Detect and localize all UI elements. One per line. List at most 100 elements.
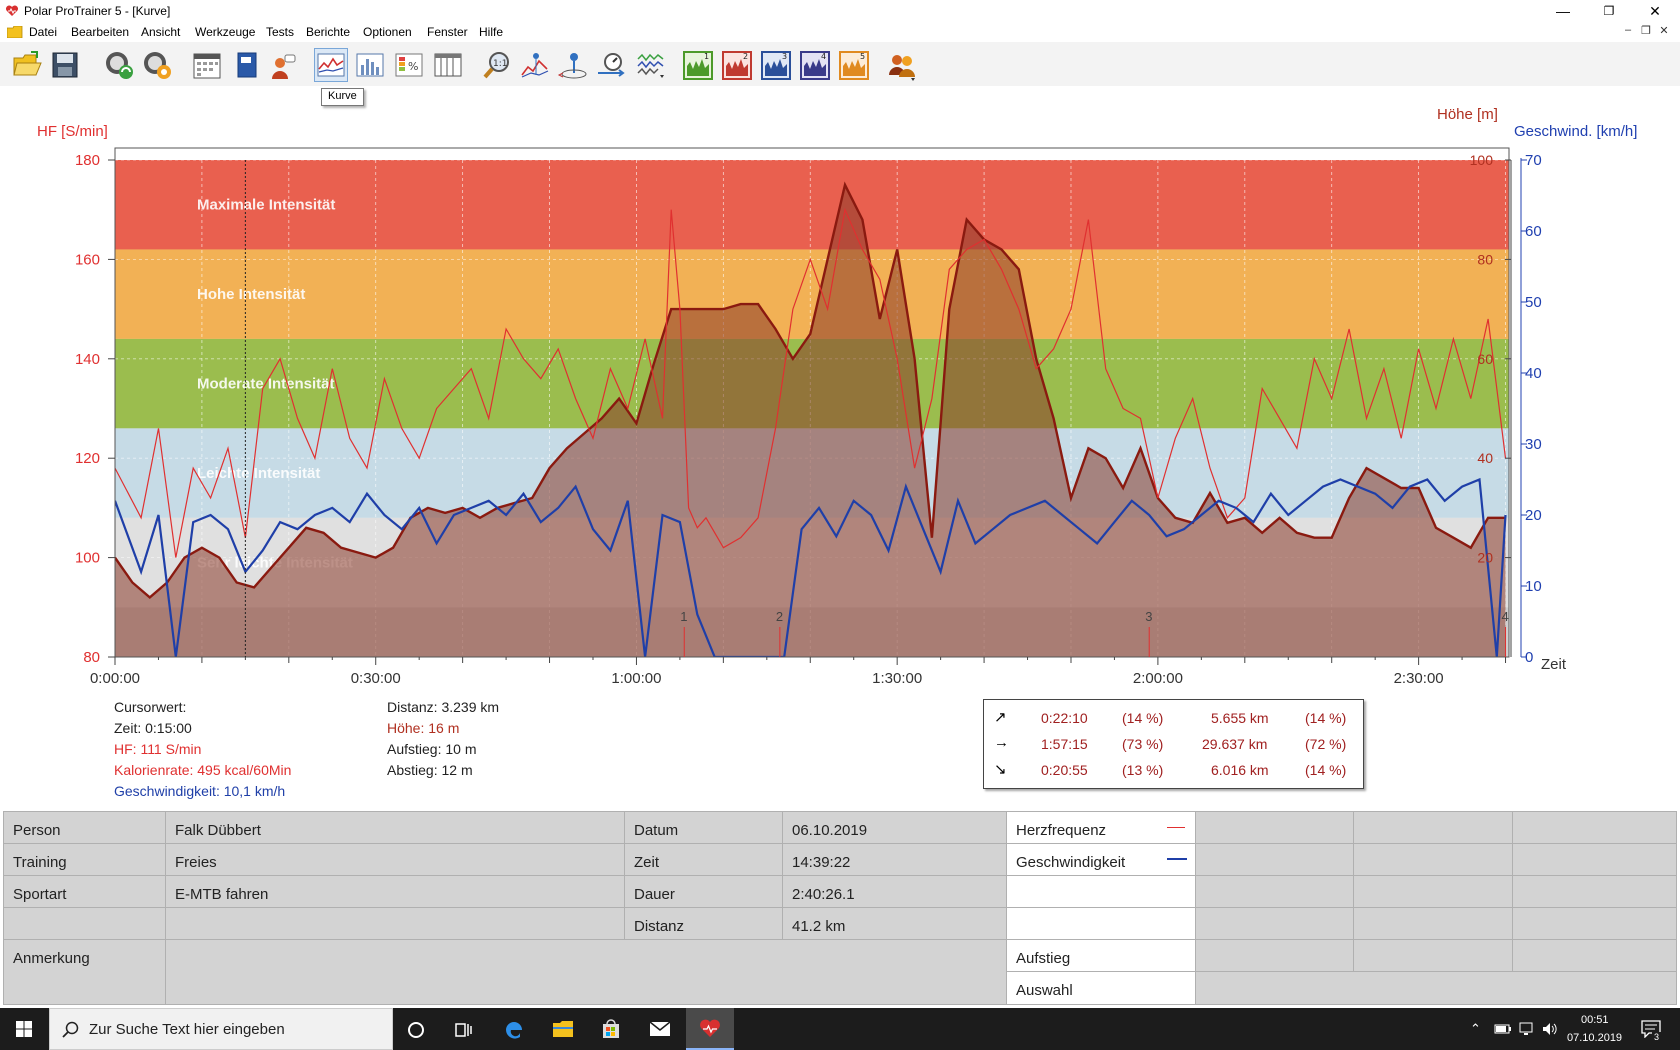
edge-icon[interactable] — [503, 1018, 525, 1040]
sportart-label: Sportart — [3, 875, 166, 908]
aufstieg-col-2 — [1353, 939, 1513, 972]
dauer-value[interactable]: 2:40:26.1 — [782, 875, 1007, 908]
polar-taskbar-button[interactable] — [686, 1008, 734, 1050]
auswahl-value[interactable] — [1195, 971, 1677, 1005]
speed-legend-label: Geschwindigkeit — [1016, 854, 1126, 871]
menu-ansicht[interactable]: Ansicht — [141, 25, 181, 39]
lap-icon — [598, 53, 625, 77]
book-icon — [237, 52, 257, 78]
menu-datei[interactable]: Datei — [29, 25, 58, 39]
hf-col-1 — [1195, 811, 1354, 844]
mail-icon[interactable] — [649, 1020, 671, 1038]
search-placeholder: Zur Suche Text hier eingeben — [89, 1021, 285, 1038]
minimize-button[interactable]: — — [1556, 3, 1570, 19]
mdi-close-button[interactable]: ✕ — [1659, 25, 1669, 37]
cortana-icon[interactable] — [407, 1021, 425, 1039]
tray-chevron-icon[interactable]: ⌃ — [1470, 1021, 1481, 1036]
hf-tick-label: 100 — [75, 550, 100, 567]
tray-time[interactable]: 00:51 — [1581, 1014, 1609, 1026]
mdi-restore-button[interactable]: ❐ — [1641, 25, 1651, 37]
anmerkung-field[interactable] — [165, 939, 1007, 1005]
settings-icon — [144, 52, 171, 79]
notifications-icon[interactable] — [1641, 1020, 1661, 1038]
chart4-button[interactable]: 4 — [798, 48, 832, 82]
svg-text:1:1: 1:1 — [493, 59, 507, 69]
settings-button[interactable] — [140, 48, 174, 82]
close-button[interactable]: ✕ — [1649, 3, 1661, 19]
battery-icon[interactable] — [1494, 1023, 1512, 1035]
sportart-value[interactable]: E-MTB fahren — [165, 875, 625, 908]
file-explorer-icon[interactable] — [552, 1019, 574, 1039]
taskbar-search-box[interactable]: Zur Suche Text hier eingeben — [49, 1008, 393, 1050]
hf-tick-label: 80 — [83, 649, 100, 666]
compare-button[interactable] — [634, 48, 668, 82]
users-button[interactable] — [885, 48, 919, 82]
percent-button[interactable]: % — [392, 48, 426, 82]
slope-down-time: 0:20:55 — [1041, 762, 1088, 778]
task-view-icon[interactable] — [454, 1021, 472, 1039]
menu-bearbeiten[interactable]: Bearbeiten — [71, 25, 130, 39]
zeit-value[interactable]: 14:39:22 — [782, 843, 1007, 876]
zone-label-1: Maximale Intensität — [197, 197, 335, 214]
windows-taskbar: Zur Suche Text hier eingeben ⌃ 00:51 07.… — [0, 1008, 1680, 1050]
calendar-button[interactable] — [190, 48, 224, 82]
lap-button[interactable] — [594, 48, 628, 82]
time-tick-label: 1:00:00 — [611, 670, 661, 687]
slope-summary-box: ↗ 0:22:10 (14 %) 5.655 km (14 %) → 1:57:… — [983, 699, 1364, 789]
empty-label-4 — [3, 907, 166, 940]
slope-flat-dist: 29.637 km — [1202, 736, 1268, 752]
chart2-button[interactable]: 2 — [720, 48, 754, 82]
zoom-button[interactable]: 1:1 — [480, 48, 514, 82]
diary-button[interactable] — [229, 48, 263, 82]
table-button[interactable] — [431, 48, 465, 82]
time-tick-label: 1:30:00 — [872, 670, 922, 687]
pin-button[interactable] — [556, 48, 590, 82]
altitude-line — [115, 181, 1506, 599]
hf-axis-title: HF [S/min] — [37, 123, 108, 140]
chart5-number: 5 — [860, 52, 865, 61]
datum-value[interactable]: 06.10.2019 — [782, 811, 1007, 844]
curve-icon — [317, 53, 345, 77]
histogram-button[interactable] — [353, 48, 387, 82]
distance-summary: Distanz: 3.239 km Höhe: 16 m Aufstieg: 1… — [387, 697, 499, 781]
speed-col-1 — [1195, 843, 1354, 876]
menu-berichte[interactable]: Berichte — [306, 25, 351, 39]
summary-altitude: Höhe: 16 m — [387, 720, 460, 736]
altitude-fill — [115, 184, 1506, 657]
chart1-button[interactable]: 1 — [681, 48, 715, 82]
person-button[interactable] — [266, 48, 300, 82]
tray-date[interactable]: 07.10.2019 — [1567, 1032, 1623, 1044]
marker-button[interactable] — [518, 48, 552, 82]
mdi-minimize-button[interactable]: – — [1624, 24, 1632, 36]
curve-button[interactable] — [314, 48, 348, 82]
windows-start-icon[interactable] — [16, 1021, 32, 1037]
chart3-button[interactable]: 3 — [759, 48, 793, 82]
slope-flat-time-pct: (73 %) — [1122, 736, 1164, 752]
training-value[interactable]: Freies — [165, 843, 625, 876]
chart3-icon: 3 — [761, 51, 791, 80]
table-icon — [434, 53, 462, 77]
sync-icon — [106, 52, 133, 79]
slope-down-time-pct: (13 %) — [1122, 762, 1164, 778]
row3-col-2 — [1353, 875, 1513, 908]
person-value[interactable]: Falk Dübbert — [165, 811, 625, 844]
menu-hilfe[interactable]: Hilfe — [479, 25, 504, 39]
menu-tests[interactable]: Tests — [266, 25, 295, 39]
altitude-tick-label: 60 — [1477, 351, 1493, 367]
empty-value-4 — [165, 907, 625, 940]
sync-button[interactable] — [102, 48, 136, 82]
chart5-button[interactable]: 5 — [837, 48, 871, 82]
distanz-value[interactable]: 41.2 km — [782, 907, 1007, 940]
open-button[interactable] — [10, 48, 44, 82]
menu-fenster[interactable]: Fenster — [427, 25, 468, 39]
menu-optionen[interactable]: Optionen — [363, 25, 412, 39]
volume-icon[interactable] — [1541, 1021, 1559, 1037]
network-icon[interactable] — [1518, 1021, 1536, 1037]
maximize-button[interactable]: ❐ — [1603, 4, 1615, 18]
window-title: Polar ProTrainer 5 - [Kurve] — [24, 4, 171, 18]
menu-werkzeuge[interactable]: Werkzeuge — [195, 25, 256, 39]
uphill-arrow-icon: ↗ — [994, 709, 1007, 726]
save-button[interactable] — [48, 48, 82, 82]
store-icon[interactable] — [601, 1018, 621, 1040]
